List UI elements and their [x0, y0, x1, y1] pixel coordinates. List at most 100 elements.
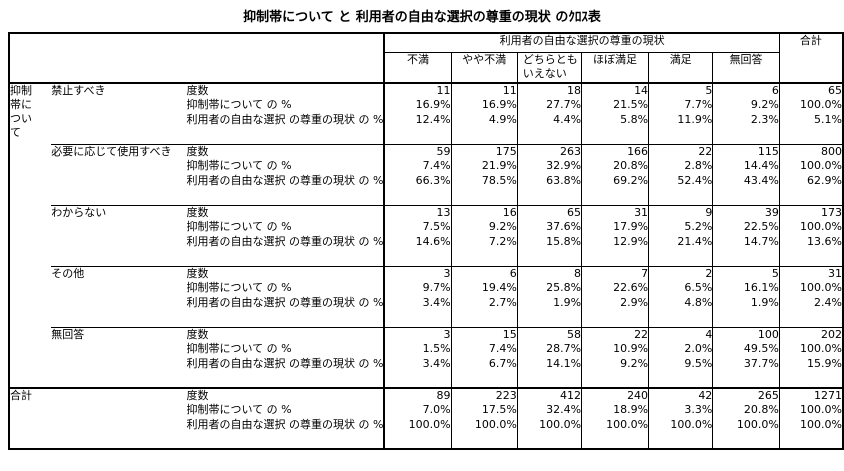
count-cell: 13: [383, 204, 452, 220]
count-cell: 3: [383, 326, 452, 342]
row-pct-cell: 37.6%: [516, 220, 582, 235]
stat-label-row-pct: 抑制帯について の %: [186, 342, 292, 355]
col-pct-cell: 43.4%: [712, 174, 780, 205]
row-pct-cell: 18.9%: [581, 403, 649, 418]
col-pct-cell: 6.7%: [450, 357, 518, 388]
count-cell: 4: [648, 326, 713, 342]
total-row-label: 合計: [9, 387, 187, 449]
row-pct-cell: 19.4%: [450, 281, 518, 296]
count-cell: 18: [516, 83, 582, 98]
count-cell: 14: [581, 83, 649, 98]
row-pct-cell: 17.5%: [450, 403, 518, 418]
row-pct-cell: 16.1%: [712, 281, 780, 296]
col-pct-cell: 3.4%: [383, 296, 452, 327]
row-pct-cell: 25.8%: [516, 281, 582, 296]
count-cell: 65: [516, 204, 582, 220]
column-header: どちらとも いえない: [516, 52, 582, 84]
count-cell: 89: [383, 387, 452, 403]
column-group-header: 利用者の自由な選択の尊重の現状: [383, 33, 780, 53]
col-pct-cell: 100.0%: [383, 418, 452, 449]
col-pct-cell: 7.2%: [450, 235, 518, 266]
stub-header-cell: [9, 33, 385, 84]
col-pct-cell: 4.4%: [516, 113, 582, 144]
row-pct-cell: 10.9%: [581, 342, 649, 357]
count-cell: 5: [712, 265, 780, 281]
col-pct-cell: 5.1%: [778, 113, 843, 144]
stat-label-col-pct: 利用者の自由な選択 の尊重の現状 の %: [186, 113, 384, 126]
stat-label-count: 度数: [186, 143, 385, 159]
col-pct-cell: 1.9%: [516, 296, 582, 327]
row-pct-cell: 7.5%: [383, 220, 452, 235]
stat-label-col-pct: 利用者の自由な選択 の尊重の現状 の %: [186, 418, 384, 431]
col-pct-cell: 15.9%: [778, 357, 843, 388]
row-pct-cell: 7.4%: [383, 159, 452, 174]
col-pct-cell: 2.9%: [581, 296, 649, 327]
count-cell: 9: [648, 204, 713, 220]
row-pct-cell: 3.3%: [648, 403, 713, 418]
count-cell: 31: [778, 265, 843, 281]
count-cell: 8: [516, 265, 582, 281]
col-pct-cell: 5.8%: [581, 113, 649, 144]
col-pct-cell: 11.9%: [648, 113, 713, 144]
count-cell: 115: [712, 143, 780, 159]
count-cell: 166: [581, 143, 649, 159]
row-pct-cell: 9.2%: [450, 220, 518, 235]
row-pct-cell: 6.5%: [648, 281, 713, 296]
col-pct-cell: 1.9%: [712, 296, 780, 327]
stat-label-col-pct: 利用者の自由な選択 の尊重の現状 の %: [186, 235, 384, 248]
col-pct-cell: 14.7%: [712, 235, 780, 266]
column-header: やや不満: [450, 52, 518, 84]
col-pct-cell: 12.9%: [581, 235, 649, 266]
count-cell: 100: [712, 326, 780, 342]
column-header: 無回答: [712, 52, 780, 84]
stat-label-count: 度数: [186, 326, 385, 342]
row-pct-cell: 49.5%: [712, 342, 780, 357]
col-pct-cell: 13.6%: [778, 235, 843, 266]
col-pct-cell: 78.5%: [450, 174, 518, 205]
col-pct-cell: 4.8%: [648, 296, 713, 327]
count-cell: 202: [778, 326, 843, 342]
row-pct-cell: 100.0%: [778, 159, 843, 174]
col-pct-cell: 37.7%: [712, 357, 780, 388]
col-pct-cell: 100.0%: [581, 418, 649, 449]
row-pct-cell: 28.7%: [516, 342, 582, 357]
row-pct-cell: 21.5%: [581, 98, 649, 113]
count-cell: 59: [383, 143, 452, 159]
row-pct-cell: 20.8%: [712, 403, 780, 418]
count-cell: 412: [516, 387, 582, 403]
count-cell: 11: [383, 83, 452, 98]
col-pct-cell: 21.4%: [648, 235, 713, 266]
count-cell: 175: [450, 143, 518, 159]
count-cell: 263: [516, 143, 582, 159]
row-pct-cell: 27.7%: [516, 98, 582, 113]
stat-label-row-pct: 抑制帯について の %: [186, 98, 292, 111]
total-column-header: 合計: [778, 33, 843, 84]
row-pct-cell: 14.4%: [712, 159, 780, 174]
count-cell: 173: [778, 204, 843, 220]
stat-label-row-pct: 抑制帯について の %: [186, 403, 292, 416]
row-pct-cell: 100.0%: [778, 98, 843, 113]
row-pct-cell: 7.7%: [648, 98, 713, 113]
row-category-label: わからない: [51, 204, 187, 266]
stat-label-col-pct: 利用者の自由な選択 の尊重の現状 の %: [186, 357, 384, 370]
stat-label-row-pct: 抑制帯について の %: [186, 220, 292, 233]
col-pct-cell: 100.0%: [648, 418, 713, 449]
count-cell: 5: [648, 83, 713, 98]
row-pct-cell: 7.0%: [383, 403, 452, 418]
row-pct-cell: 2.8%: [648, 159, 713, 174]
stat-label-count: 度数: [186, 265, 385, 281]
row-pct-cell: 22.6%: [581, 281, 649, 296]
row-pct-cell: 5.2%: [648, 220, 713, 235]
col-pct-cell: 9.5%: [648, 357, 713, 388]
count-cell: 3: [383, 265, 452, 281]
row-pct-cell: 2.0%: [648, 342, 713, 357]
row-pct-cell: 16.9%: [450, 98, 518, 113]
crosstab-table: 利用者の自由な選択の尊重の現状 合計 不満 やや不満 どちらとも いえない ほぼ…: [8, 32, 844, 450]
count-cell: 265: [712, 387, 780, 403]
column-header: 満足: [648, 52, 713, 84]
count-cell: 22: [581, 326, 649, 342]
count-cell: 11: [450, 83, 518, 98]
stat-label-col-pct: 利用者の自由な選択 の尊重の現状 の %: [186, 296, 384, 309]
stat-label-row-pct: 抑制帯について の %: [186, 159, 292, 172]
row-variable-label: 抑制帯について: [10, 84, 32, 139]
